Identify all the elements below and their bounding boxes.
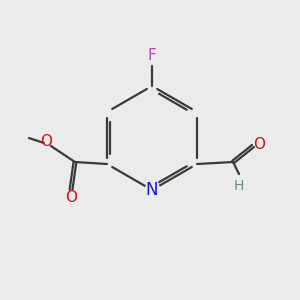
Text: H: H (234, 179, 244, 193)
Text: F: F (148, 49, 156, 64)
Text: O: O (65, 190, 77, 206)
Text: N: N (146, 181, 158, 199)
Text: O: O (253, 136, 265, 152)
Text: O: O (40, 134, 52, 149)
